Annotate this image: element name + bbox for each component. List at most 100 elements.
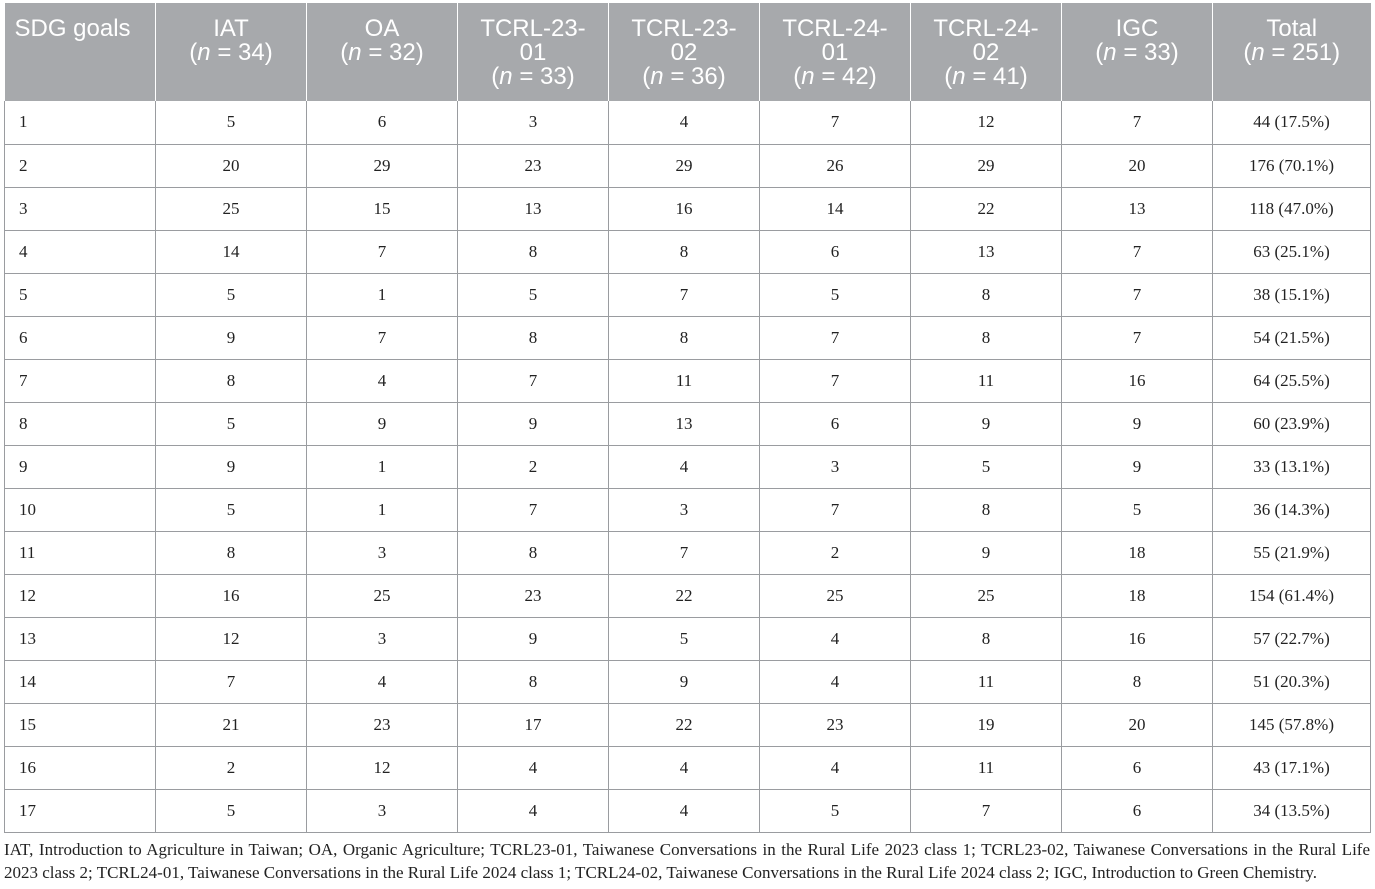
count-cell: 25 [155,187,307,231]
sdg-goal-number: 15 [4,703,156,747]
total-cell: 64 (25.5%) [1212,359,1371,403]
total-cell: 43 (17.1%) [1212,746,1371,790]
table-row: 13 12 3 9 5 4 8 16 57 (22.7%) [4,617,1371,661]
count-cell: 11 [910,359,1062,403]
total-cell: 118 (47.0%) [1212,187,1371,231]
table-row: 5 5 1 5 7 5 8 7 38 (15.1%) [4,273,1371,317]
header-column: Total (n = 251) [1212,3,1371,101]
header-text: (n = 41) [944,63,1028,90]
sdg-goal-number: 17 [4,789,156,833]
count-cell: 25 [910,574,1062,618]
count-cell: 13 [910,230,1062,274]
count-cell: 4 [608,101,760,145]
header-text: (n = 251) [1243,39,1341,66]
count-cell: 16 [155,574,307,618]
sdg-goal-number: 11 [4,531,156,575]
count-cell: 22 [608,574,760,618]
count-cell: 18 [1061,574,1213,618]
sdg-goal-number: 8 [4,402,156,446]
count-cell: 7 [1061,273,1213,317]
table-header: SDG goals IAT (n = 34) OA (n = 32) TCRL-23- 01… [4,3,1371,101]
count-cell: 7 [457,359,609,403]
header-text: OA [364,15,400,42]
count-cell: 8 [457,660,609,704]
header-text: 01 [519,39,547,66]
sdg-goal-number: 6 [4,316,156,360]
count-cell: 4 [608,746,760,790]
count-cell: 13 [1061,187,1213,231]
count-cell: 3 [306,617,458,661]
count-cell: 11 [910,660,1062,704]
count-cell: 7 [759,101,911,145]
count-cell: 23 [306,703,458,747]
total-cell: 34 (13.5%) [1212,789,1371,833]
sdg-goal-number: 5 [4,273,156,317]
count-cell: 6 [759,402,911,446]
count-cell: 4 [759,660,911,704]
count-cell: 4 [759,617,911,661]
count-cell: 23 [457,574,609,618]
count-cell: 5 [155,273,307,317]
count-cell: 19 [910,703,1062,747]
count-cell: 5 [1061,488,1213,532]
total-cell: 57 (22.7%) [1212,617,1371,661]
count-cell: 5 [155,402,307,446]
count-cell: 16 [1061,617,1213,661]
table-row: 16 2 12 4 4 4 11 6 43 (17.1%) [4,746,1371,790]
count-cell: 1 [306,273,458,317]
header-text: TCRL-23- [480,15,586,42]
header-text: TCRL-23- [631,15,737,42]
count-cell: 16 [1061,359,1213,403]
count-cell: 6 [306,101,458,145]
count-cell: 9 [1061,402,1213,446]
count-cell: 25 [306,574,458,618]
table-body: 1 5 6 3 4 7 12 7 44 (17.5%) 2 20 29 23 29 26 29 20 176 (7… [4,101,1371,833]
count-cell: 3 [457,101,609,145]
count-cell: 5 [155,789,307,833]
count-cell: 29 [910,144,1062,188]
table-row: 8 5 9 9 13 6 9 9 60 (23.9%) [4,402,1371,446]
count-cell: 7 [155,660,307,704]
sdg-goals-table: SDG goals IAT (n = 34) OA (n = 32) TCRL-23- 01… [4,3,1371,833]
count-cell: 3 [608,488,760,532]
count-cell: 13 [608,402,760,446]
count-cell: 8 [910,273,1062,317]
header-text: TCRL-24- [782,15,888,42]
count-cell: 5 [155,101,307,145]
count-cell: 26 [759,144,911,188]
header-text: (n = 32) [340,39,424,66]
count-cell: 14 [155,230,307,274]
count-cell: 5 [457,273,609,317]
table-row: 11 8 3 8 7 2 9 18 55 (21.9%) [4,531,1371,575]
count-cell: 4 [306,359,458,403]
count-cell: 4 [608,789,760,833]
count-cell: 13 [457,187,609,231]
count-cell: 9 [457,617,609,661]
table-row: 4 14 7 8 8 6 13 7 63 (25.1%) [4,230,1371,274]
count-cell: 12 [910,101,1062,145]
count-cell: 15 [306,187,458,231]
header-text: (n = 33) [491,63,575,90]
count-cell: 8 [457,531,609,575]
sdg-goal-number: 14 [4,660,156,704]
count-cell: 8 [1061,660,1213,704]
count-cell: 9 [457,402,609,446]
header-text: 02 [670,39,698,66]
total-cell: 145 (57.8%) [1212,703,1371,747]
count-cell: 8 [457,230,609,274]
total-cell: 51 (20.3%) [1212,660,1371,704]
total-cell: 33 (13.1%) [1212,445,1371,489]
count-cell: 8 [608,316,760,360]
count-cell: 22 [910,187,1062,231]
header-column: IGC (n = 33) [1061,3,1213,101]
table-row: 6 9 7 8 8 7 8 7 54 (21.5%) [4,316,1371,360]
count-cell: 5 [759,789,911,833]
count-cell: 25 [759,574,911,618]
count-cell: 29 [608,144,760,188]
count-cell: 20 [1061,144,1213,188]
count-cell: 4 [457,746,609,790]
count-cell: 11 [910,746,1062,790]
header-text: TCRL-24- [933,15,1039,42]
sdg-goal-number: 3 [4,187,156,231]
count-cell: 4 [608,445,760,489]
